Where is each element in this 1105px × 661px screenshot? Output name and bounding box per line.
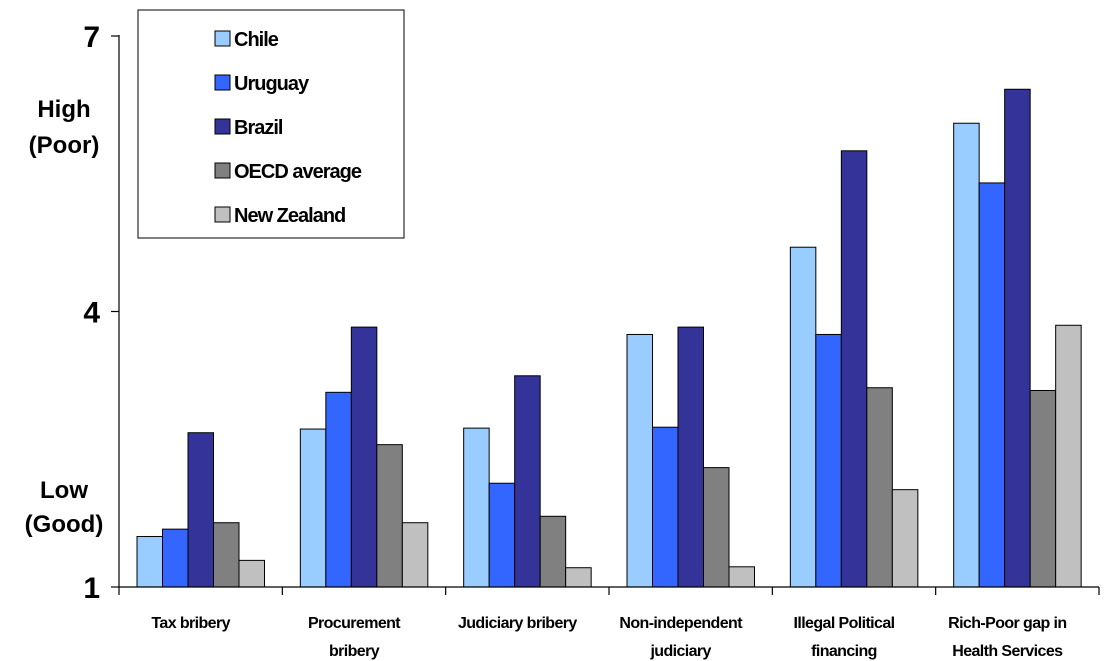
side-label-low-2: (Good) <box>25 511 104 538</box>
axes-layer <box>111 35 1100 595</box>
bar-brazil-4 <box>677 326 704 588</box>
bar-brazil-3 <box>514 375 541 588</box>
x-tick-label: bribery <box>329 643 380 660</box>
legend-label: Chile <box>234 29 279 51</box>
x-tick-label: Health Services <box>952 643 1063 660</box>
legend-label: Brazil <box>234 117 283 139</box>
side-label-high-1: High <box>37 96 90 123</box>
side-label-high-2: (Poor) <box>29 132 100 159</box>
bar-new-zealand-5 <box>891 489 919 588</box>
bar-new-zealand-4 <box>728 566 755 588</box>
bar-uruguay-2 <box>325 391 352 588</box>
bar-chile-4 <box>626 333 653 588</box>
legend-swatch-new-zealand <box>214 206 231 223</box>
bar-chile-1 <box>136 535 163 588</box>
legend-label: Uruguay <box>234 73 310 95</box>
bar-brazil-6 <box>1004 88 1031 588</box>
legend-label: OECD average <box>234 161 362 183</box>
x-tick-label: Non-independent <box>619 615 743 632</box>
legend: Chile Uruguay Brazil OECD average New Zealan… <box>137 9 405 239</box>
bar-new-zealand-1 <box>238 559 265 588</box>
bar-oecd-average-4 <box>703 467 730 588</box>
bar-chile-3 <box>463 427 490 588</box>
bar-oecd-average-6 <box>1029 389 1057 588</box>
bar-new-zealand-2 <box>401 522 429 588</box>
y-tick-label: 1 <box>83 572 100 605</box>
bar-brazil-2 <box>350 326 378 588</box>
y-tick-label: 4 <box>83 297 100 330</box>
bar-oecd-average-1 <box>213 522 240 588</box>
legend-swatch-oecd-average <box>214 162 231 179</box>
bar-oecd-average-3 <box>539 515 567 588</box>
bar-chile-5 <box>789 246 817 588</box>
legend-label: New Zealand <box>234 205 345 227</box>
x-tick-label: judiciary <box>649 643 711 660</box>
bar-brazil-1 <box>187 432 214 588</box>
x-tick-label: Procurement <box>308 615 401 632</box>
bar-brazil-5 <box>840 150 868 588</box>
x-tick-label: Illegal Political <box>794 615 895 632</box>
bar-new-zealand-6 <box>1055 324 1082 588</box>
bar-chile-6 <box>953 122 980 588</box>
bar-uruguay-3 <box>488 482 516 588</box>
bar-uruguay-6 <box>978 182 1006 588</box>
bars-layer <box>136 88 1082 588</box>
bar-oecd-average-5 <box>866 387 893 588</box>
legend-swatch-uruguay <box>214 74 231 91</box>
bar-uruguay-1 <box>162 528 189 588</box>
legend-box <box>137 9 405 239</box>
bar-uruguay-5 <box>815 333 842 588</box>
bar-new-zealand-3 <box>565 567 592 588</box>
y-tick-label: 7 <box>83 21 100 54</box>
legend-swatch-chile <box>214 30 231 47</box>
bar-oecd-average-2 <box>376 444 403 588</box>
x-tick-label: Judiciary bribery <box>458 615 577 632</box>
bar-uruguay-4 <box>652 426 679 588</box>
bar-chile-2 <box>299 428 327 588</box>
legend-swatch-brazil <box>214 118 231 135</box>
side-label-low-1: Low <box>40 477 88 504</box>
x-tick-label: Tax bribery <box>151 615 230 632</box>
labels-layer: 1 4 7 High (Poor) Low (Good) Tax bribery Procure… <box>25 21 1067 660</box>
x-tick-label: Rich-Poor gap in <box>948 615 1066 632</box>
x-tick-label: financing <box>811 643 877 660</box>
